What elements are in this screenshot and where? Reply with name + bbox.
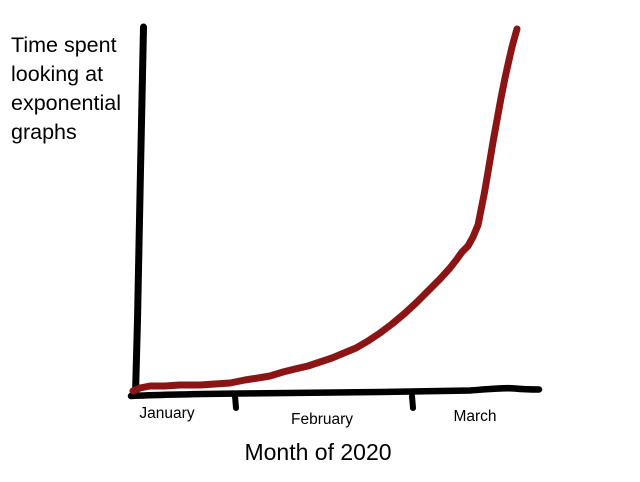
exponential-curve [129, 25, 521, 395]
x-axis-title: Month of 2020 [244, 439, 392, 465]
chart-title-line: Time spent [11, 33, 117, 57]
y-axis-line [132, 23, 147, 398]
chart-title-line: looking at [11, 62, 104, 86]
chart-title-line: graphs [11, 120, 77, 144]
chart-title-line: exponential [11, 91, 121, 115]
x-axis-tick [409, 393, 416, 411]
x-axis-line [127, 384, 543, 400]
x-tick-label-january: January [139, 405, 195, 422]
x-tick-label-february: February [290, 411, 354, 428]
x-tick-label-march: March [453, 408, 497, 425]
x-axis-ticks [232, 393, 416, 411]
chart-title: Time spent looking at exponential graphs [11, 31, 121, 147]
x-axis-tick [232, 393, 239, 411]
